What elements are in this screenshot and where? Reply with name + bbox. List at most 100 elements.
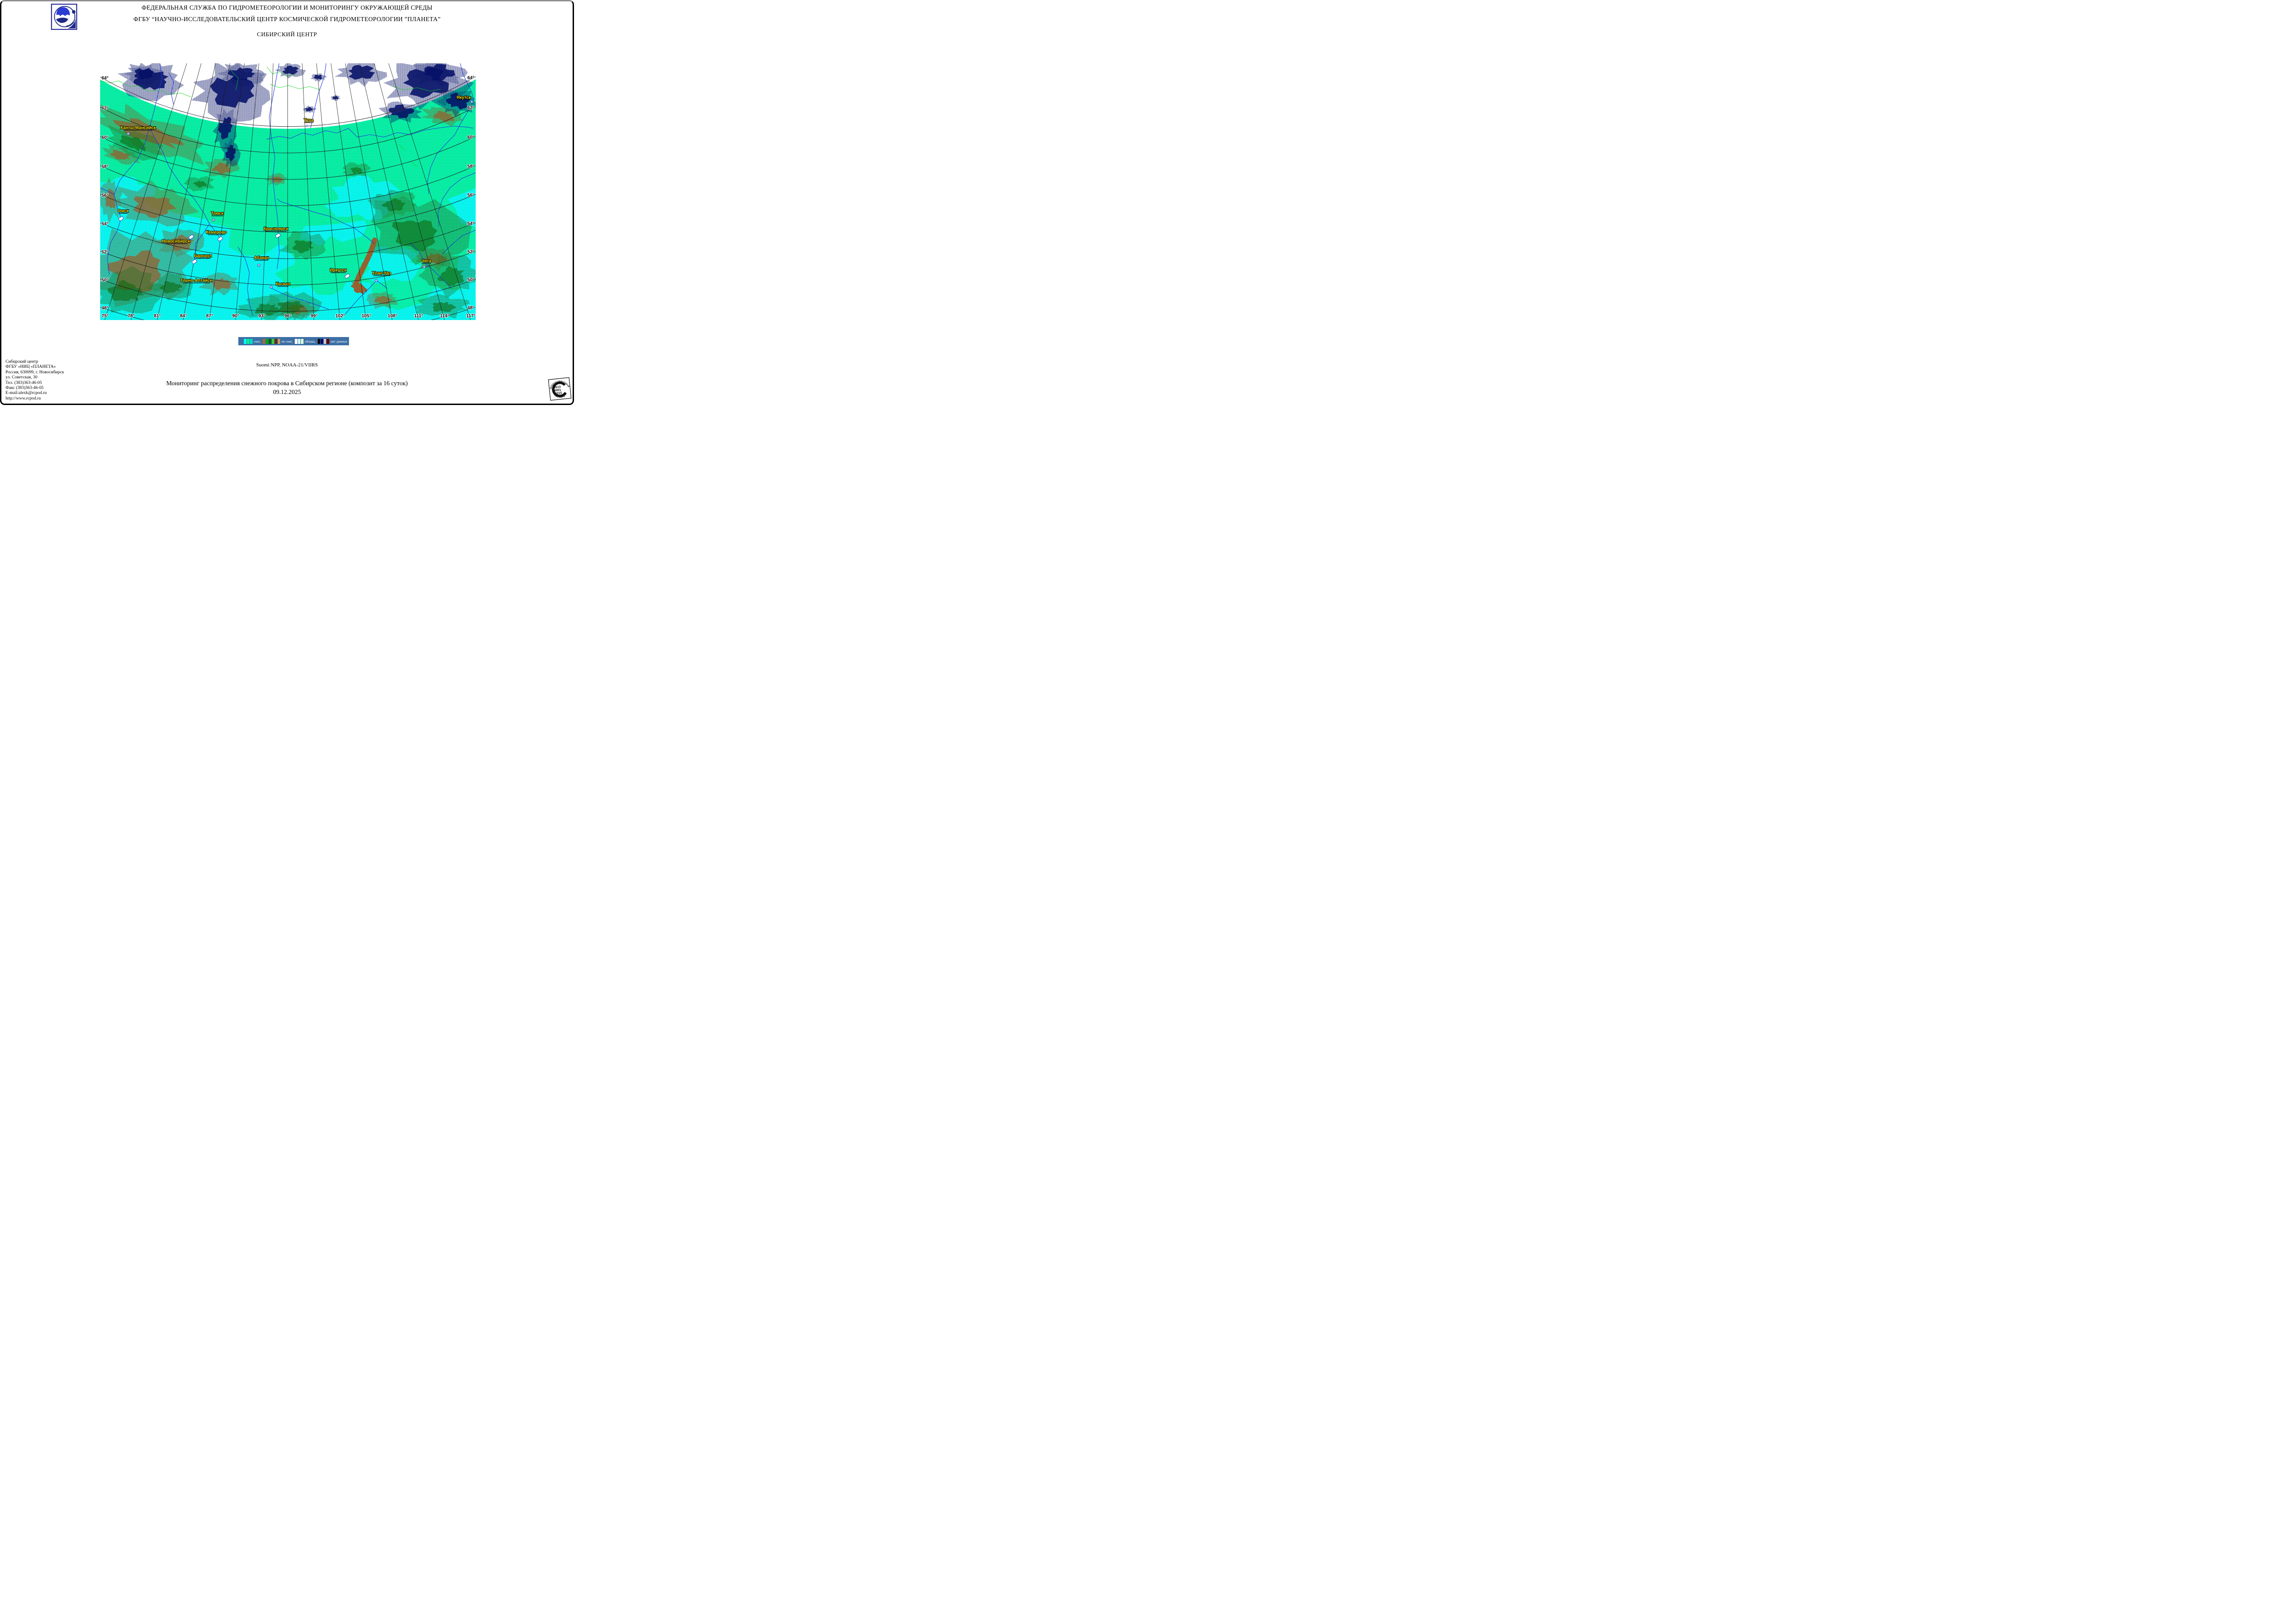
- lat-label-left: 52°: [101, 250, 108, 255]
- river: [442, 230, 476, 254]
- contact-line: Россия, 630099, г. Новосибирск: [6, 370, 64, 375]
- river: [357, 126, 474, 138]
- city-label: Красноярск: [264, 226, 288, 231]
- lat-label-right: 52°: [467, 250, 474, 255]
- lon-label: 78°: [128, 314, 135, 319]
- admin-borders: [100, 67, 440, 167]
- parallel-line: [100, 136, 476, 180]
- legend-swatch: [298, 338, 301, 344]
- city-label: Барнаул: [194, 253, 212, 258]
- river: [107, 63, 163, 275]
- lat-label-left: 56°: [101, 193, 108, 198]
- lat-label-right: 62°: [467, 106, 474, 111]
- river: [269, 63, 280, 269]
- legend-swatch: [277, 338, 281, 344]
- river: [100, 188, 114, 195]
- contact-line: ФГБУ «НИЦ «ПЛАНЕТА»: [6, 365, 56, 370]
- meridian-line: [130, 63, 202, 321]
- legend-label: снег,: [253, 339, 261, 343]
- lake-baikal: [353, 237, 377, 288]
- river: [310, 63, 326, 129]
- city-label: Омск: [118, 208, 129, 213]
- lon-label: 90°: [232, 314, 239, 319]
- city-label: Тура: [304, 118, 314, 123]
- legend-swatch: [244, 338, 247, 344]
- lon-label: 102°: [335, 314, 345, 319]
- river: [169, 73, 174, 105]
- city-label: Кемерово: [206, 230, 227, 235]
- seal-9001: 9001: [554, 388, 562, 393]
- border-line: [399, 144, 405, 151]
- map-date: 09.12.2025: [273, 388, 301, 395]
- meridian-line: [261, 63, 274, 321]
- city-label: Ханты-Мансийск: [120, 125, 156, 130]
- snow-cover-map: 64° 62° 60° 58° 56° 54° 52° 50° 48° 64° 62° 60° 58° 5…: [100, 58, 481, 338]
- lat-label-right: 54°: [467, 221, 474, 226]
- parallel-line: [100, 279, 476, 312]
- city-label: Новосибирск: [162, 239, 190, 243]
- city-label: Томск: [211, 211, 224, 216]
- planeta-logo: [51, 4, 78, 30]
- lat-label-left: 58°: [101, 164, 108, 169]
- lat-label-left: 62°: [101, 106, 108, 111]
- meridian-line: [316, 63, 340, 321]
- iso-9001-seal: ДОБРОСОВЕСТНЫЙ ПОСТАВЩИК ИСО 9001 -2015: [548, 377, 572, 401]
- river: [276, 198, 375, 244]
- satellite-sensor-line: Suomi NPP, NOAA-21/VIIRS: [256, 362, 318, 368]
- contact-line: Сибирский центр: [6, 360, 38, 364]
- lat-label-right: 60°: [467, 135, 474, 140]
- legend-label: облака,: [304, 339, 315, 343]
- meridian-line: [235, 63, 259, 321]
- city-marker: [191, 259, 197, 264]
- legend-label: нет данных: [330, 339, 348, 343]
- city-marker: [217, 236, 223, 242]
- seal-iso: ИСО: [554, 385, 561, 389]
- lat-label-left: 48°: [101, 306, 108, 311]
- legend-label: не снег,: [281, 339, 293, 343]
- river: [343, 280, 388, 316]
- contact-line: Факс (383)363-46-05: [6, 386, 44, 391]
- city-label: Улан-Удэ: [372, 271, 391, 276]
- snow-cover-map-canvas: 64° 62° 60° 58° 56° 54° 52° 50° 48° 64° 62° 60° 58° 5…: [100, 58, 481, 338]
- lon-label: 84°: [180, 314, 187, 319]
- lat-label-right: 56°: [467, 193, 474, 198]
- legend-swatch: [317, 338, 321, 344]
- meridian-line: [331, 63, 366, 321]
- city-label: Горно-Алтайск: [181, 278, 212, 283]
- header-line-2: ФГБУ “НАУЧНО-ИССЛЕДОВАТЕЛЬСКИЙ ЦЕНТР КОС…: [133, 16, 441, 22]
- legend-bar: снег, не снег, облака, нет данных: [238, 337, 349, 345]
- legend-swatch: [265, 338, 269, 344]
- contact-line: E-mail:alexk@rcpod.ru: [6, 391, 47, 396]
- lat-label-left: 64°: [101, 76, 108, 81]
- river: [438, 172, 476, 227]
- legend-swatch: [321, 338, 323, 344]
- border-line: [231, 70, 239, 90]
- city-label: Кызыл: [276, 281, 290, 286]
- legend-swatch: [301, 338, 304, 344]
- meridian-line: [360, 63, 419, 321]
- meridian-line: [302, 63, 314, 321]
- legend-swatch: [247, 338, 249, 344]
- city-marker: [275, 233, 281, 238]
- legend-swatch: [275, 338, 277, 344]
- border-line: [393, 86, 440, 91]
- meridian-line: [209, 63, 245, 321]
- lon-label: 99°: [310, 314, 317, 319]
- river: [270, 287, 329, 309]
- legend-swatch: [269, 338, 271, 344]
- lon-label: 96°: [284, 314, 291, 319]
- city-marker: [344, 273, 350, 279]
- city-marker: [188, 234, 194, 240]
- meridian-line: [374, 63, 445, 321]
- contact-line: Тел. (383)363-46-05: [6, 380, 42, 385]
- header-line-3: СИБИРСКИЙ ЦЕНТР: [257, 31, 317, 38]
- meridian-line: [345, 63, 393, 321]
- lat-label-right: 58°: [467, 164, 474, 169]
- meridian-line: [183, 63, 231, 321]
- border-line: [270, 84, 320, 90]
- legend-swatch: [295, 338, 298, 344]
- rivers: [100, 63, 476, 316]
- lat-label-left: 50°: [101, 278, 108, 283]
- city-marker: [306, 124, 308, 127]
- legend-swatch: [271, 338, 275, 344]
